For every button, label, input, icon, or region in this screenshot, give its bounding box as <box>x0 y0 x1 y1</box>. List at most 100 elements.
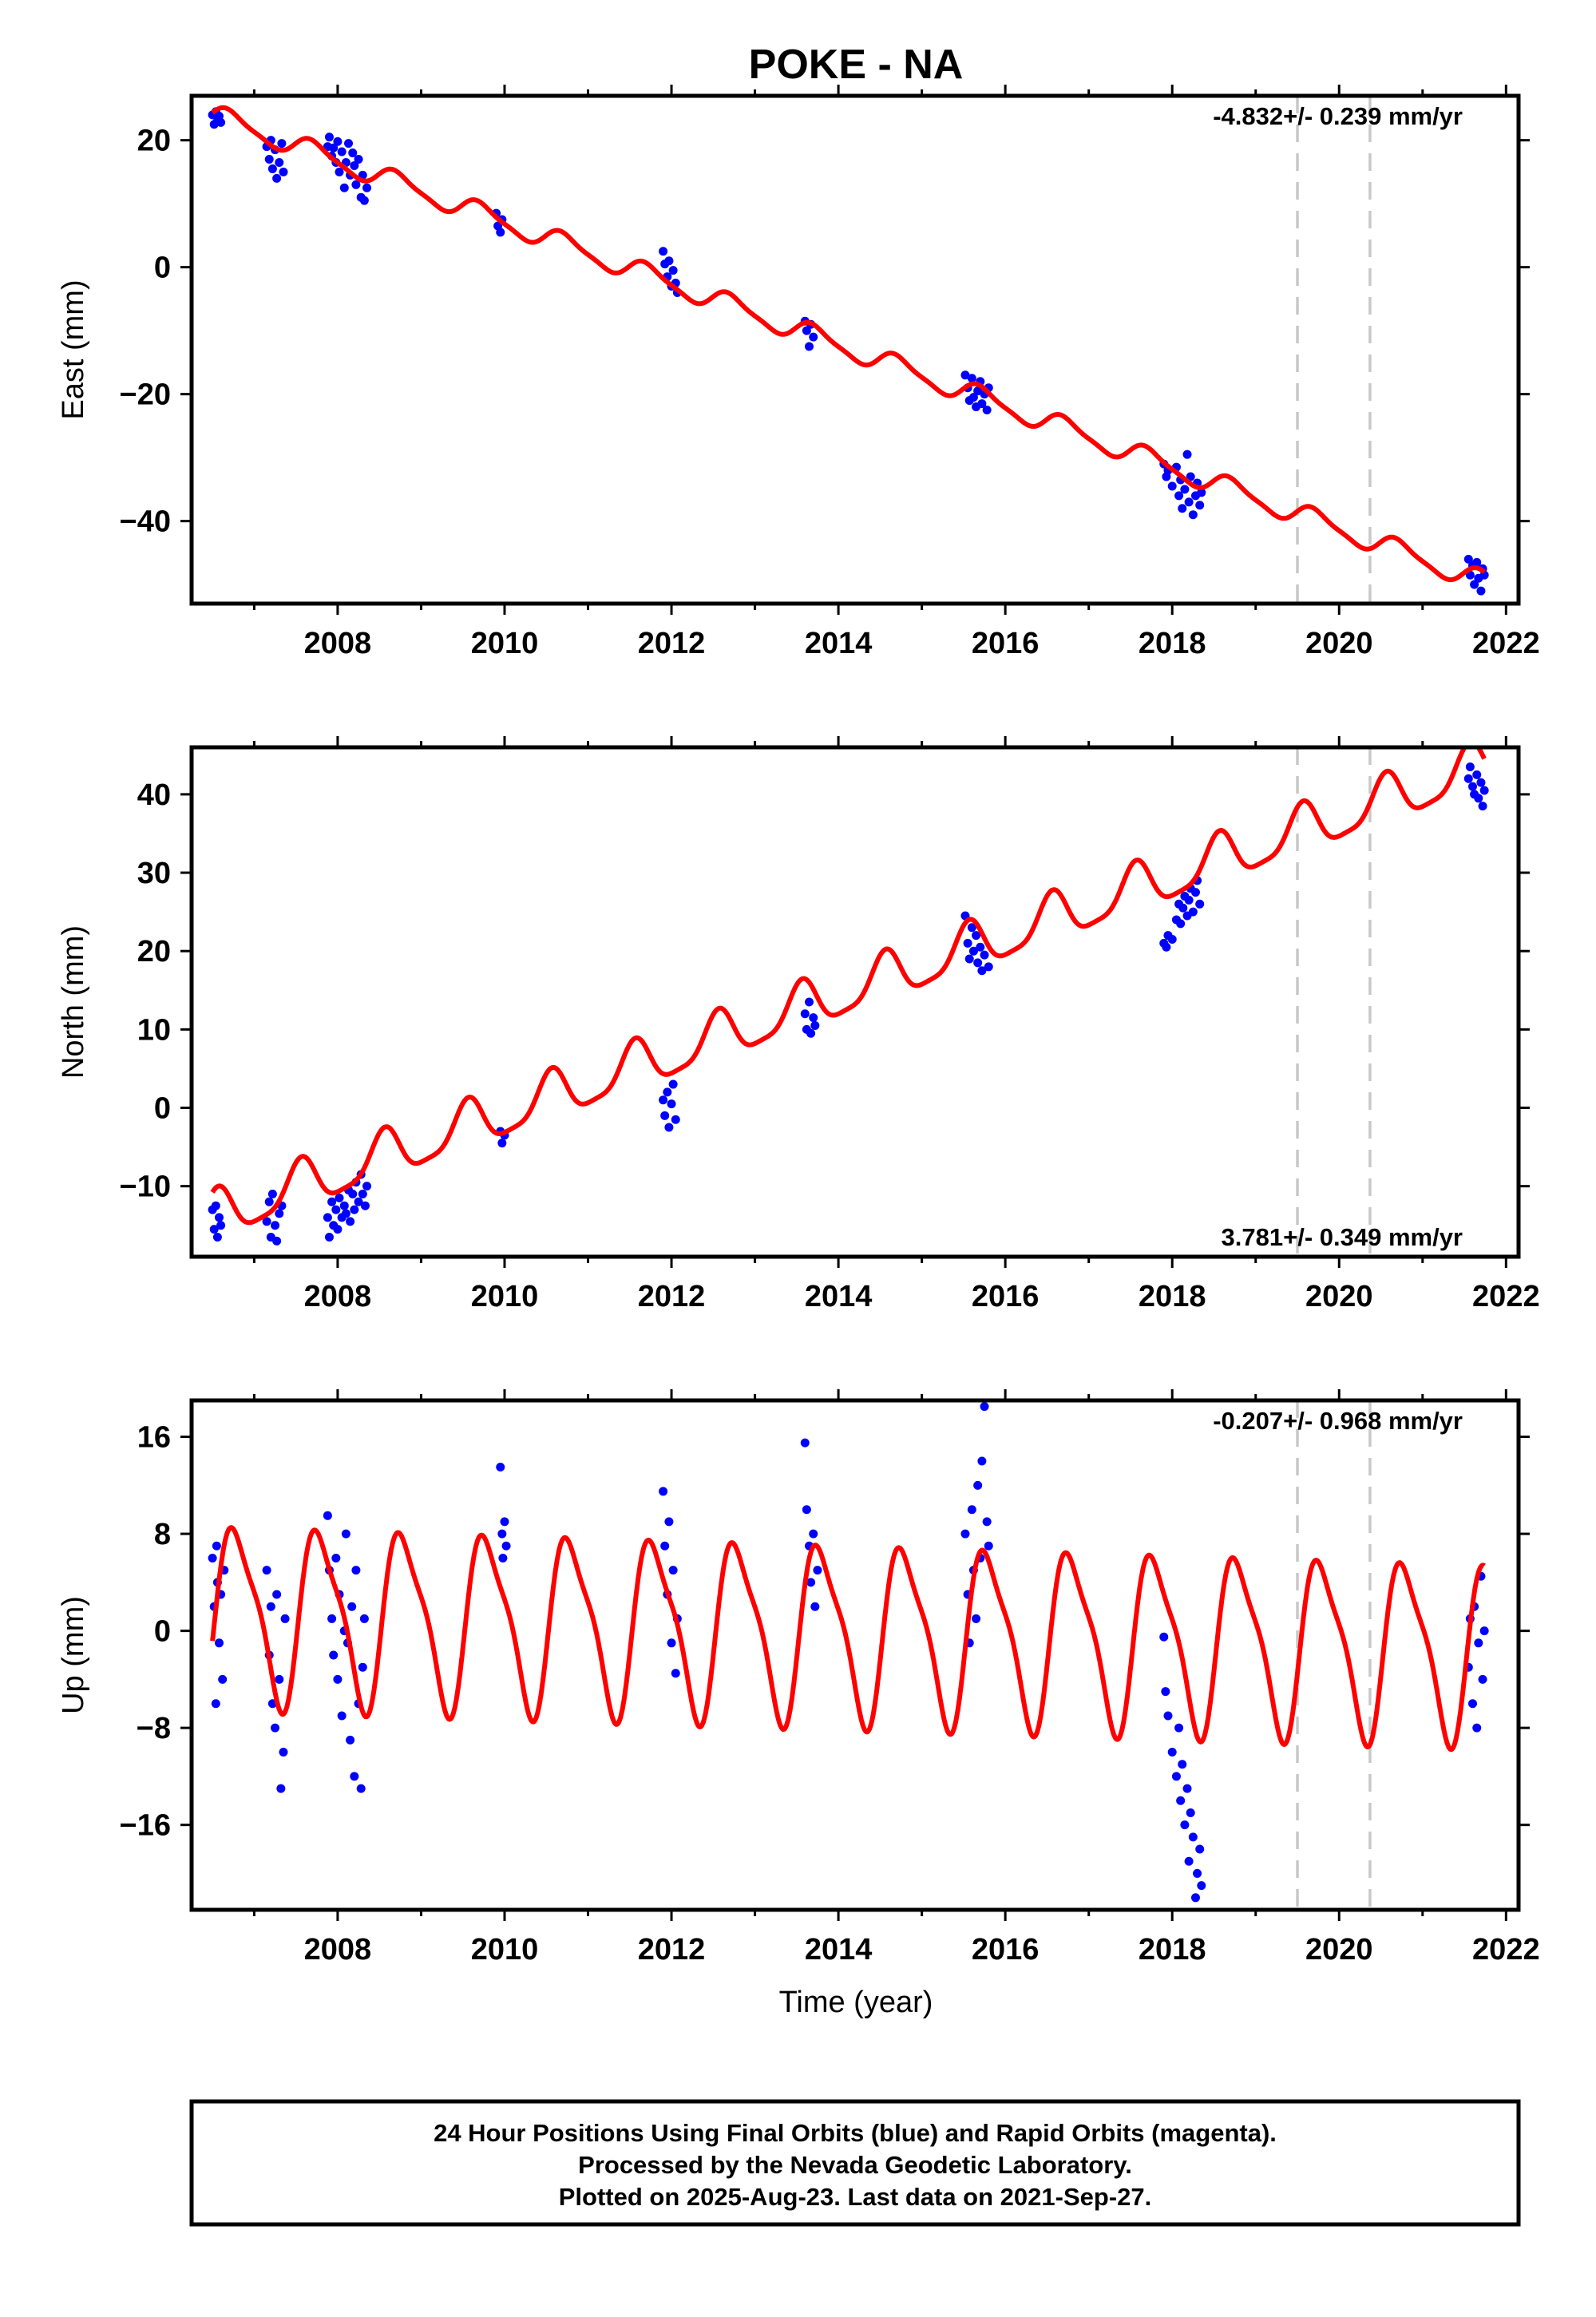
y-tick-label: 40 <box>137 778 171 812</box>
data-point <box>668 1566 678 1575</box>
data-point <box>496 1463 505 1472</box>
x-tick-label: 2010 <box>471 627 539 660</box>
x-tick-label: 2008 <box>304 1933 372 1966</box>
x-tick-label: 2014 <box>805 1933 873 1966</box>
data-point <box>982 1517 992 1527</box>
data-point <box>1479 786 1489 795</box>
data-point <box>967 374 976 383</box>
data-point <box>659 1095 668 1105</box>
data-point <box>497 1139 507 1148</box>
x-tick-label: 2008 <box>304 627 372 660</box>
data-point <box>275 1209 284 1218</box>
data-point <box>1167 481 1177 491</box>
data-point <box>984 1541 993 1551</box>
data-point <box>1176 1796 1186 1805</box>
x-tick-label: 2010 <box>471 1933 539 1966</box>
data-point <box>262 1217 271 1226</box>
data-point <box>358 1189 367 1198</box>
data-point <box>1167 1748 1177 1757</box>
model-curve <box>210 747 1487 1226</box>
data-point <box>960 1529 970 1539</box>
data-point <box>327 1197 337 1206</box>
velocity-label: -0.207+/- 0.968 mm/yr <box>1213 1407 1463 1435</box>
x-tick-label: 2020 <box>1305 1280 1373 1313</box>
data-point <box>497 1529 507 1539</box>
data-point <box>1180 485 1190 494</box>
data-point <box>664 1517 674 1527</box>
data-point <box>1186 1808 1195 1817</box>
data-point <box>323 1511 332 1520</box>
data-point <box>1476 586 1486 596</box>
x-tick-label: 2022 <box>1472 627 1540 660</box>
data-point <box>323 1213 332 1222</box>
data-point <box>668 266 678 275</box>
data-point <box>1478 1674 1487 1684</box>
data-point <box>327 1614 337 1623</box>
data-point <box>354 1197 363 1206</box>
data-point <box>337 1711 347 1721</box>
data-point <box>667 1638 676 1648</box>
x-tick-label: 2022 <box>1472 1933 1540 1966</box>
data-point <box>279 1748 288 1757</box>
y-tick-label: −10 <box>120 1170 171 1204</box>
data-point <box>1470 580 1479 589</box>
x-tick-label: 2014 <box>805 627 873 660</box>
data-point <box>1184 895 1194 905</box>
data-point <box>977 1456 987 1466</box>
data-point <box>667 1099 676 1109</box>
data-point <box>276 1784 286 1793</box>
data-point <box>802 326 811 335</box>
data-point <box>335 1193 344 1202</box>
data-point <box>214 1213 224 1222</box>
data-point <box>212 1232 222 1242</box>
data-point <box>333 137 343 146</box>
y-tick-label: 0 <box>154 1615 171 1649</box>
data-point <box>1463 554 1473 564</box>
data-point <box>1468 782 1478 791</box>
data-point <box>806 1028 816 1038</box>
plot-area <box>208 96 1489 604</box>
data-point <box>1190 1893 1200 1903</box>
data-point <box>271 1221 280 1230</box>
data-point <box>964 954 974 964</box>
data-point <box>805 342 814 351</box>
panel-frame <box>189 745 1521 1259</box>
y-tick-label: −40 <box>120 505 171 539</box>
x-tick-label: 2020 <box>1305 627 1373 660</box>
data-point <box>1197 488 1206 497</box>
footer-box: 24 Hour Positions Using Final Orbits (bl… <box>189 2099 1521 2227</box>
panel-frame <box>189 1398 1521 1912</box>
data-point <box>973 386 983 396</box>
y-tick-label: −20 <box>120 378 171 412</box>
data-point <box>1162 942 1171 952</box>
data-point <box>267 1189 277 1198</box>
data-point <box>809 1013 818 1023</box>
data-point <box>1178 1760 1187 1769</box>
data-point <box>659 1487 668 1496</box>
data-point <box>264 155 274 164</box>
data-point <box>348 1189 358 1198</box>
x-tick-label: 2012 <box>638 627 706 660</box>
x-tick-label: 2012 <box>638 1280 706 1313</box>
data-point <box>1193 1868 1202 1878</box>
x-tick-label: 2022 <box>1472 1280 1540 1313</box>
data-point <box>664 1123 674 1132</box>
data-point <box>973 958 983 968</box>
x-tick-label: 2016 <box>972 627 1040 660</box>
y-axis-label: Up (mm) <box>57 1596 90 1714</box>
data-point <box>501 1541 511 1551</box>
panel-3: 2008 2010 2012 2014 2016 2018 2020 2022 16 8 0 −8 −1… <box>57 1389 1540 1966</box>
velocity-label: -4.832+/- 0.239 mm/yr <box>1213 102 1463 130</box>
data-point <box>1474 1638 1483 1648</box>
panel-frame <box>189 93 1521 606</box>
data-point <box>1474 794 1483 803</box>
data-point <box>350 160 359 170</box>
footer-line-3: Plotted on 2025-Aug-23. Last data on 202… <box>559 2183 1151 2211</box>
data-point <box>1159 1632 1169 1642</box>
data-point <box>212 1541 221 1551</box>
data-point <box>347 1602 357 1611</box>
footer-line-2: Processed by the Nevada Geodetic Laborat… <box>578 2151 1132 2179</box>
data-point <box>810 1602 820 1611</box>
data-point <box>963 938 972 948</box>
x-tick-label: 2010 <box>471 1280 539 1313</box>
